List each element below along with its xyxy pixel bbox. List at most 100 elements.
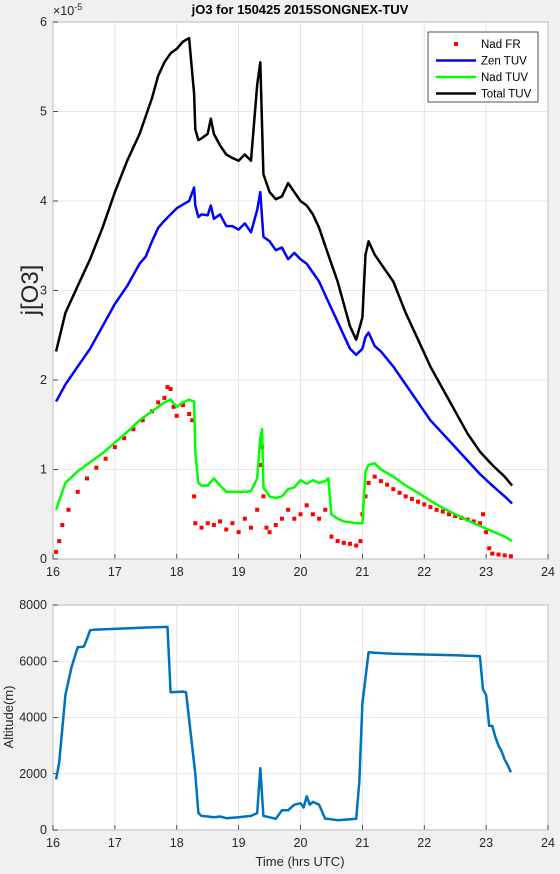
nad-tuv-legend-label: Nad TUV	[481, 72, 528, 84]
nad-fr-point	[168, 386, 173, 391]
nad-fr-point	[409, 497, 414, 502]
nad-fr-point	[218, 519, 223, 524]
nad-fr-point	[249, 525, 253, 530]
nad-fr-point	[103, 456, 108, 461]
bottom-grid	[52, 604, 549, 831]
top-x-tick-label: 22	[417, 565, 431, 579]
total-tuv-series-line	[54, 36, 514, 487]
bottom-x-axis-label: Time (hrs UTC)	[255, 854, 344, 869]
nad-fr-point	[397, 490, 402, 495]
top-y-tick-label: 0	[40, 552, 47, 566]
top-x-tick-label: 20	[294, 565, 308, 579]
top-x-tick-label: 18	[170, 565, 184, 579]
nad-fr-point	[310, 512, 315, 517]
nad-fr-point	[477, 521, 482, 526]
nad-fr-point	[193, 521, 198, 526]
nad-fr-point	[487, 546, 492, 551]
nad-fr-point	[428, 505, 433, 510]
legend-items: Nad FR Zen TUV Nad TUV Total TUV	[436, 39, 532, 101]
nad-fr-point	[481, 512, 486, 517]
bottom-x-tick-label: 22	[417, 836, 431, 850]
top-x-tick-label: 16	[46, 565, 60, 579]
top-x-tick-label: 21	[355, 565, 369, 579]
top-y-tick-label: 2	[40, 373, 47, 387]
top-y-axis-label: j[O3]	[17, 265, 44, 317]
top-x-tick-label: 17	[108, 565, 122, 579]
nad-fr-point	[54, 549, 59, 554]
nad-fr-legend-label: Nad FR	[481, 39, 521, 51]
nad-fr-point	[440, 509, 445, 514]
bottom-x-tick-label: 19	[232, 836, 246, 850]
top-y-tick-label: 4	[40, 194, 47, 208]
bottom-y-axis-label: Altitude(m)	[1, 686, 16, 749]
nad-fr-point	[323, 507, 328, 512]
nad-fr-point	[66, 507, 71, 512]
nad-fr-point	[230, 521, 235, 526]
nad-fr-point	[162, 395, 167, 400]
altitude-series-line	[54, 625, 513, 822]
nad-fr-point	[372, 474, 377, 479]
nad-fr-point	[317, 516, 322, 521]
nad-fr-point	[335, 539, 340, 544]
exponent-base: ×10	[53, 4, 74, 18]
nad-fr-point	[292, 516, 297, 521]
nad-fr-point	[363, 494, 368, 499]
nad-fr-point	[348, 541, 352, 546]
nad-fr-point	[94, 465, 99, 470]
nad-fr-point	[391, 487, 396, 492]
nad-fr-point	[75, 489, 80, 494]
nad-fr-point	[484, 530, 489, 535]
nad-fr-point	[286, 507, 291, 512]
nad-fr-point	[378, 479, 383, 484]
bottom-y-tick-label: 2000	[19, 767, 47, 781]
zen-tuv-legend-label: Zen TUV	[481, 56, 527, 68]
nad-fr-point	[385, 482, 390, 487]
nad-fr-point	[279, 516, 284, 521]
nad-fr-point	[60, 522, 65, 527]
nad-fr-point	[205, 521, 210, 526]
nad-fr-point	[224, 527, 229, 532]
nad-fr-point	[366, 480, 371, 485]
top-x-tick-label: 23	[479, 565, 493, 579]
bottom-series	[54, 625, 513, 822]
total-tuv-legend-label: Total TUV	[481, 89, 532, 101]
nad-fr-point	[174, 413, 179, 418]
bottom-x-tick-label: 18	[170, 836, 184, 850]
nad-fr-point	[502, 553, 507, 558]
nad-fr-point	[453, 514, 458, 519]
top-chart-title: jO3 for 150425 2015SONGNEX-TUV	[191, 2, 409, 17]
nad-tuv-series-line	[54, 398, 513, 543]
top-x-tick-label: 24	[541, 565, 555, 579]
nad-fr-point	[471, 519, 476, 524]
nad-fr-point	[304, 503, 309, 508]
legend: Nad FR Zen TUV Nad TUV Total TUV	[427, 31, 539, 103]
exponent-power: -5	[74, 2, 82, 12]
nad-fr-point	[416, 499, 421, 504]
bottom-y-tick-label: 0	[40, 823, 47, 837]
nad-fr-point	[57, 539, 62, 544]
nad-fr-point	[192, 494, 197, 499]
bottom-y-tick-label: 4000	[19, 711, 47, 725]
nad-fr-point	[264, 525, 269, 530]
top-y-tick-label: 3	[40, 284, 47, 298]
nad-fr-point	[255, 507, 260, 512]
nad-fr-point	[187, 412, 192, 417]
nad-fr-point	[490, 551, 495, 556]
top-y-tick-label: 1	[40, 463, 47, 477]
bottom-x-tick-label: 20	[294, 836, 308, 850]
nad-fr-point	[211, 522, 216, 527]
nad-fr-point	[190, 418, 195, 423]
nad-fr-point	[171, 404, 176, 409]
bottom-x-tick-label: 24	[541, 836, 555, 850]
nad-fr-point	[85, 476, 90, 481]
nad-fr-point	[298, 512, 303, 517]
top-x-tick-label: 19	[232, 565, 246, 579]
nad-fr-point	[354, 543, 359, 548]
nad-fr-point	[165, 385, 170, 390]
top-y-tick-label: 6	[40, 15, 47, 29]
nad-fr-point	[180, 403, 185, 408]
nad-fr-point	[329, 534, 334, 539]
nad-fr-point	[422, 502, 427, 507]
